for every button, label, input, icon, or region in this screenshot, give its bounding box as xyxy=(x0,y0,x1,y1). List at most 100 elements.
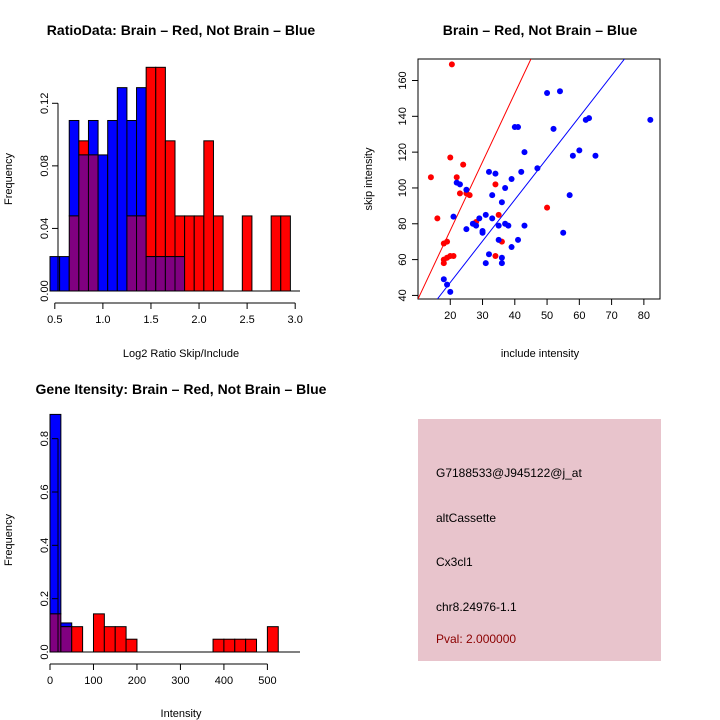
scatter-point-not-brain xyxy=(502,184,509,191)
ratio-histogram-bar-not-brain xyxy=(87,119,99,156)
scatter-x-tick-label: 50 xyxy=(541,310,553,322)
intensity-histogram-panel: Gene Itensity: Brain – Red, Not Brain – … xyxy=(3,381,327,720)
scatter-point-brain xyxy=(492,253,499,260)
intensity-histogram-bar-brain xyxy=(103,626,116,653)
ratio-histogram-title: RatioData: Brain – Red, Not Brain – Blue xyxy=(47,22,316,38)
scatter-point-not-brain xyxy=(476,215,483,222)
scatter-point-not-brain xyxy=(479,229,486,236)
probe-id: G7188533@J945122@j_at xyxy=(436,466,582,480)
scatter-point-not-brain xyxy=(444,281,451,288)
ratio-histogram-ylabel: Frequency xyxy=(3,153,15,205)
scatter-point-not-brain xyxy=(647,116,654,123)
scatter-point-not-brain xyxy=(498,199,505,206)
ratio-histogram-bar-not-brain xyxy=(107,119,118,292)
intensity-histogram-bar-overlap xyxy=(60,626,73,653)
ratio-histogram-x-tick-label: 2.5 xyxy=(239,314,254,326)
scatter-point-not-brain xyxy=(569,152,576,159)
ratio-histogram-bar-overlap xyxy=(155,256,166,292)
scatter-point-not-brain xyxy=(498,254,505,261)
intensity-histogram-bar-overlap xyxy=(49,613,62,653)
intensity-histogram-bars xyxy=(49,413,300,653)
scatter-x-tick-label: 40 xyxy=(509,310,521,322)
gene-name: Cx3cl1 xyxy=(436,555,473,569)
intensity-histogram-ylabel: Frequency xyxy=(3,514,15,566)
scatter-point-not-brain xyxy=(576,147,583,154)
scatter-x-tick-label: 60 xyxy=(573,310,585,322)
ratio-histogram-y-tick-label: 0.12 xyxy=(39,93,51,114)
scatter-point-brain xyxy=(495,211,502,218)
intensity-histogram-y-tick-label: 0.4 xyxy=(39,538,51,553)
scatter-point-brain xyxy=(466,192,473,199)
scatter-point-not-brain xyxy=(489,192,496,199)
ratio-histogram-bar-brain xyxy=(174,215,186,258)
scatter-point-not-brain xyxy=(447,288,454,295)
scatter-y-tick-label: 40 xyxy=(397,289,409,301)
scatter-point-not-brain xyxy=(495,236,502,243)
scatter-point-not-brain xyxy=(508,176,515,182)
scatter-fit-line-not-brain xyxy=(436,59,625,299)
ratio-histogram-bar-brain xyxy=(241,215,253,292)
ratio-histogram-bar-overlap xyxy=(68,215,80,292)
ratio-histogram-bar-overlap xyxy=(87,154,99,292)
scatter-point-not-brain xyxy=(518,168,525,175)
ratio-histogram-bar-brain xyxy=(145,66,157,258)
scatter-point-brain xyxy=(444,238,451,245)
scatter-panel: Brain – Red, Not Brain – Blue include in… xyxy=(363,22,661,360)
scatter-point-brain xyxy=(434,215,441,222)
scatter-point-brain xyxy=(450,253,457,260)
ratio-histogram-panel: RatioData: Brain – Red, Not Brain – Blue… xyxy=(3,22,315,360)
ratio-histogram-axes: 0.5 1.0 1.5 2.0 2.5 3.0 0.00 0.04 0.08 0.12 xyxy=(39,93,303,326)
ratio-histogram-bar-overlap xyxy=(174,256,186,292)
ratio-histogram-y-tick-label: 0.00 xyxy=(39,280,51,301)
ratio-histogram-bar-overlap xyxy=(145,256,157,292)
scatter-y-tick-label: 60 xyxy=(397,253,409,265)
scatter-point-not-brain xyxy=(534,165,541,172)
scatter-point-not-brain xyxy=(473,222,480,229)
intensity-histogram-y-tick-label: 0.2 xyxy=(39,591,51,606)
intensity-histogram-y-tick-label: 0.8 xyxy=(39,431,51,446)
scatter-point-not-brain xyxy=(544,90,551,97)
info-panel-background xyxy=(418,419,661,661)
intensity-histogram-bar-brain xyxy=(234,638,247,653)
scatter-title: Brain – Red, Not Brain – Blue xyxy=(443,22,638,38)
p-value: Pval: 2.000000 xyxy=(436,632,516,646)
scatter-xlabel: include intensity xyxy=(501,348,580,360)
intensity-histogram-bar-not-brain xyxy=(60,622,73,628)
scatter-y-tick-label: 160 xyxy=(397,71,409,89)
info-panel: G7188533@J945122@j_at altCassette Cx3cl1… xyxy=(418,419,661,661)
scatter-point-brain xyxy=(544,204,551,211)
scatter-point-brain xyxy=(448,61,455,68)
ratio-histogram-y-tick-label: 0.08 xyxy=(39,155,51,176)
intensity-histogram-bar-brain xyxy=(71,626,84,653)
ratio-histogram-bar-not-brain xyxy=(136,87,147,217)
ratio-histogram-x-tick-label: 2.0 xyxy=(191,314,206,326)
intensity-histogram-axes: 0 100 200 300 400 500 0.0 0.2 0.4 0.6 0.8 xyxy=(39,431,277,687)
scatter-point-brain xyxy=(460,161,467,168)
ratio-histogram-y-tick-label: 0.04 xyxy=(39,218,51,239)
scatter-y-tick-label: 140 xyxy=(397,107,409,125)
scatter-point-not-brain xyxy=(450,213,457,220)
scatter-x-tick-label: 20 xyxy=(444,310,456,322)
scatter-fit-line-brain xyxy=(418,59,532,299)
ratio-histogram-bars xyxy=(49,66,300,292)
ratio-histogram-bar-not-brain xyxy=(97,154,109,292)
intensity-histogram-x-tick-label: 0 xyxy=(47,675,53,687)
ratio-histogram-bar-not-brain xyxy=(126,119,138,217)
scatter-point-not-brain xyxy=(482,211,489,218)
scatter-point-not-brain xyxy=(521,149,528,156)
intensity-histogram-title: Gene Itensity: Brain – Red, Not Brain – … xyxy=(36,381,327,397)
ratio-histogram-bar-overlap xyxy=(78,154,89,292)
scatter-point-not-brain xyxy=(463,226,470,233)
scatter-point-not-brain xyxy=(485,168,492,175)
scatter-y-tick-label: 100 xyxy=(397,179,409,197)
scatter-point-not-brain xyxy=(505,222,512,229)
scatter-point-not-brain xyxy=(485,251,492,258)
intensity-histogram-bar-not-brain xyxy=(49,413,62,615)
scatter-point-not-brain xyxy=(560,229,567,236)
scatter-x-tick-label: 80 xyxy=(638,310,650,322)
intensity-histogram-x-tick-label: 200 xyxy=(128,675,146,687)
ratio-histogram-bar-brain xyxy=(78,140,89,156)
scatter-point-not-brain xyxy=(492,170,499,177)
intensity-histogram-xlabel: Intensity xyxy=(161,708,202,720)
